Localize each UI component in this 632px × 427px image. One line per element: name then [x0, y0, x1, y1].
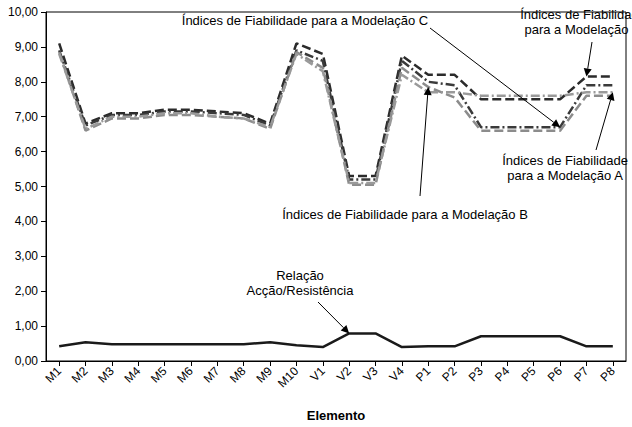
- svg-text:P1: P1: [413, 364, 434, 385]
- svg-text:M6: M6: [174, 364, 196, 386]
- svg-text:Índices de Fiabilidade para a: Índices de Fiabilidade para a Modelação …: [282, 207, 528, 222]
- svg-text:P4: P4: [492, 364, 513, 385]
- svg-text:V3: V3: [360, 364, 381, 385]
- svg-text:7,00: 7,00: [15, 110, 39, 124]
- svg-text:6,00: 6,00: [15, 145, 39, 159]
- svg-text:V2: V2: [334, 364, 355, 385]
- svg-text:M9: M9: [253, 364, 275, 386]
- svg-text:P8: P8: [597, 364, 618, 385]
- svg-text:5,00: 5,00: [15, 180, 39, 194]
- svg-text:Índices de Fiabilidade: Índices de Fiabilidade: [502, 153, 628, 168]
- svg-text:M7: M7: [201, 364, 223, 386]
- svg-text:V1: V1: [307, 364, 328, 385]
- svg-text:4,00: 4,00: [15, 214, 39, 228]
- svg-text:M3: M3: [95, 364, 117, 386]
- svg-text:1,00: 1,00: [15, 319, 39, 333]
- svg-text:Índices de Fiabilidade: Índices de Fiabilidade: [520, 7, 632, 22]
- svg-text:P6: P6: [545, 364, 566, 385]
- svg-text:M5: M5: [148, 364, 170, 386]
- svg-text:2,00: 2,00: [15, 284, 39, 298]
- svg-text:V4: V4: [387, 364, 408, 385]
- svg-text:Relação: Relação: [276, 268, 324, 283]
- svg-text:P3: P3: [466, 364, 487, 385]
- svg-text:M10: M10: [275, 364, 302, 391]
- svg-text:8,00: 8,00: [15, 75, 39, 89]
- svg-text:10,00: 10,00: [8, 5, 38, 19]
- svg-text:para a Modelação D: para a Modelação D: [524, 22, 632, 37]
- svg-text:Índices de Fiabilidade para a: Índices de Fiabilidade para a Modelação …: [182, 13, 428, 28]
- svg-text:para a Modelação A: para a Modelação A: [507, 168, 623, 183]
- svg-text:Elemento: Elemento: [307, 408, 366, 423]
- svg-text:M8: M8: [227, 364, 249, 386]
- svg-text:0,00: 0,00: [15, 354, 39, 368]
- svg-text:Acção/Resistência: Acção/Resistência: [247, 283, 355, 298]
- svg-text:P7: P7: [571, 364, 592, 385]
- svg-text:M4: M4: [122, 364, 144, 386]
- svg-text:P2: P2: [439, 364, 460, 385]
- svg-text:P5: P5: [518, 364, 539, 385]
- svg-text:9,00: 9,00: [15, 40, 39, 54]
- svg-text:3,00: 3,00: [15, 249, 39, 263]
- svg-text:M2: M2: [69, 364, 91, 386]
- svg-text:M1: M1: [42, 364, 64, 386]
